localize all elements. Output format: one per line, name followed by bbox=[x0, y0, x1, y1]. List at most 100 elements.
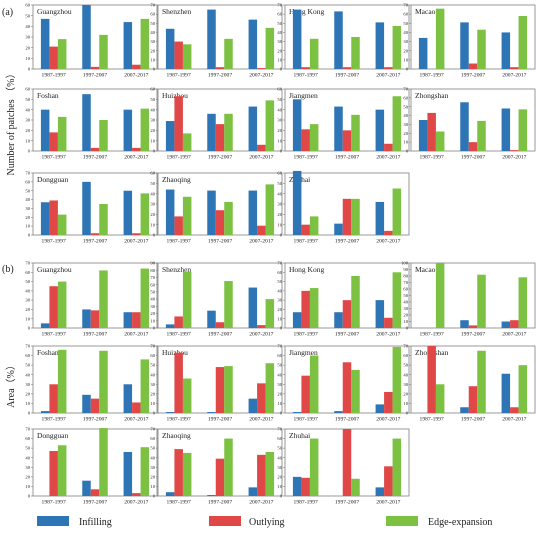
bar-edge-expansion-1987-1997 bbox=[57, 39, 67, 69]
x-tick-label: 1997-2007 bbox=[461, 417, 485, 423]
y-tick-label: 40 bbox=[403, 372, 408, 377]
bar-edge-expansion-1997-2007 bbox=[224, 201, 233, 235]
chart-a-shenzhen: 0 10 20 30 40 50 60 70 Shenzhen 1987-1997 1997-200… bbox=[150, 3, 283, 79]
y-tick-label: 60 bbox=[25, 270, 30, 275]
y-tick-label: 0 bbox=[280, 149, 283, 154]
y-tick-label: 20 bbox=[403, 313, 408, 318]
x-tick-label: 1987-1997 bbox=[294, 332, 318, 338]
bar-edge-expansion-1987-1997 bbox=[57, 116, 67, 151]
x-tick-label: 2007-2017 bbox=[124, 239, 148, 245]
y-tick-label: 70 bbox=[403, 3, 408, 8]
bar-infilling-1987-1997 bbox=[165, 121, 175, 151]
chart-b-zhaoqing: 0 10 20 30 40 50 60 70 Zhaoqing 1987-1997 1997-200… bbox=[150, 427, 283, 506]
bar-edge-expansion-2007-2017 bbox=[265, 363, 275, 413]
y-tick-label: 50 bbox=[150, 21, 155, 26]
y-tick-label: 70 bbox=[150, 275, 155, 280]
chart-title: Huizhou bbox=[162, 91, 188, 100]
x-tick-label: 2007-2017 bbox=[124, 155, 148, 161]
bar-edge-expansion-2007-2017 bbox=[518, 109, 528, 151]
y-tick-label: 70 bbox=[25, 427, 30, 432]
bar-edge-expansion-1987-1997 bbox=[182, 271, 192, 328]
x-tick-label: 1997-2007 bbox=[208, 239, 232, 245]
bar-edge-expansion-1997-2007 bbox=[351, 478, 360, 496]
y-tick-label: 20 bbox=[25, 307, 30, 312]
bar-edge-expansion-1997-2007 bbox=[351, 276, 360, 328]
x-tick-label: 2007-2017 bbox=[249, 500, 273, 506]
bar-outlying-2007-2017 bbox=[510, 67, 519, 69]
bar-outlying-2007-2017 bbox=[510, 150, 519, 151]
bar-edge-expansion-2007-2017 bbox=[140, 193, 150, 235]
bar-infilling-1997-2007 bbox=[207, 190, 216, 235]
chart-b-dongguan: 0 10 20 30 40 50 60 70 Dongguan 1987-1997 1997-200… bbox=[25, 427, 158, 506]
y-tick-label: 50 bbox=[25, 97, 30, 102]
y-tick-label: 20 bbox=[277, 307, 282, 312]
legend-label-outlying: Outlying bbox=[249, 517, 285, 528]
bar-edge-expansion-1997-2007 bbox=[99, 34, 108, 69]
bar-infilling-1997-2007 bbox=[207, 9, 216, 70]
bar-infilling-1997-2007 bbox=[334, 411, 343, 413]
x-tick-label: 1997-2007 bbox=[335, 155, 359, 161]
bar-outlying-1997-2007 bbox=[342, 198, 352, 235]
x-tick-label: 2007-2017 bbox=[376, 417, 400, 423]
y-tick-label: 30 bbox=[25, 298, 30, 303]
y-tick-label: 30 bbox=[277, 298, 282, 303]
bar-edge-expansion-1987-1997 bbox=[435, 384, 445, 413]
y-tick-label: 50 bbox=[150, 289, 155, 294]
y-tick-label: 50 bbox=[403, 293, 408, 298]
bar-edge-expansion-1987-1997 bbox=[309, 38, 319, 69]
x-tick-label: 1997-2007 bbox=[208, 332, 232, 338]
y-tick-label: 50 bbox=[403, 21, 408, 26]
x-tick-label: 2007-2017 bbox=[124, 73, 148, 79]
y-tick-label: 70 bbox=[403, 87, 408, 92]
bar-infilling-1987-1997 bbox=[40, 18, 50, 69]
bar-outlying-1987-1997 bbox=[174, 449, 183, 496]
bar-infilling-1997-2007 bbox=[82, 181, 91, 235]
bar-edge-expansion-2007-2017 bbox=[140, 447, 150, 496]
bar-infilling-2007-2017 bbox=[248, 106, 258, 151]
bar-outlying-2007-2017 bbox=[510, 407, 519, 413]
y-tick-label: 40 bbox=[25, 24, 30, 29]
y-tick-label: 70 bbox=[150, 427, 155, 432]
y-tick-label: 10 bbox=[277, 316, 282, 321]
y-tick-label: 50 bbox=[25, 188, 30, 193]
y-tick-label: 70 bbox=[277, 427, 282, 432]
chart-b-shenzhen: 0 10 20 30 40 50 60 70 80 90 Shenzhen 1987-1997 1997… bbox=[150, 261, 283, 338]
chart-a-huizhou: 0 10 20 30 40 50 60 Huizhou 1987-1997 1997-2007 20… bbox=[150, 87, 283, 161]
legend-swatch-edge-expansion bbox=[386, 516, 418, 526]
panel-b-label: (b) bbox=[2, 264, 14, 275]
chart-title: Zhuhai bbox=[289, 431, 310, 440]
bar-edge-expansion-1987-1997 bbox=[182, 452, 192, 496]
bar-outlying-2007-2017 bbox=[384, 391, 393, 413]
bar-infilling-1987-1997 bbox=[292, 412, 302, 413]
y-tick-label: 70 bbox=[277, 261, 282, 266]
y-tick-label: 10 bbox=[25, 138, 30, 143]
bar-infilling-2007-2017 bbox=[248, 190, 258, 235]
y-tick-label: 60 bbox=[25, 3, 30, 8]
legend: Infilling Outlying Edge-expansion bbox=[37, 516, 492, 528]
y-tick-label: 60 bbox=[277, 171, 282, 176]
x-tick-label: 1997-2007 bbox=[208, 155, 232, 161]
chart-a-zhongshan: 0 10 20 30 40 50 60 70 Zhongshan 1987-1997 1997-20… bbox=[403, 87, 536, 161]
y-tick-label: 70 bbox=[150, 344, 155, 349]
y-tick-label: 30 bbox=[150, 118, 155, 123]
bar-infilling-1997-2007 bbox=[207, 113, 216, 151]
bar-infilling-1987-1997 bbox=[165, 492, 175, 496]
bar-infilling-2007-2017 bbox=[375, 201, 385, 235]
chart-title: Guangzhou bbox=[37, 265, 72, 274]
bar-edge-expansion-1997-2007 bbox=[477, 29, 486, 69]
bar-outlying-1997-2007 bbox=[468, 63, 478, 69]
y-tick-label: 60 bbox=[25, 87, 30, 92]
bar-outlying-1997-2007 bbox=[342, 130, 352, 151]
bar-edge-expansion-1997-2007 bbox=[99, 428, 108, 496]
bar-outlying-1987-1997 bbox=[301, 290, 310, 328]
bar-outlying-1997-2007 bbox=[215, 458, 225, 496]
y-tick-label: 0 bbox=[28, 67, 31, 72]
y-tick-label: 10 bbox=[277, 401, 282, 406]
y-tick-label: 40 bbox=[403, 300, 408, 305]
bar-infilling-1997-2007 bbox=[334, 223, 343, 235]
y-tick-label: 30 bbox=[277, 382, 282, 387]
bar-infilling-1987-1997 bbox=[165, 324, 175, 328]
bar-infilling-1997-2007 bbox=[82, 309, 91, 328]
bar-edge-expansion-2007-2017 bbox=[265, 299, 275, 328]
